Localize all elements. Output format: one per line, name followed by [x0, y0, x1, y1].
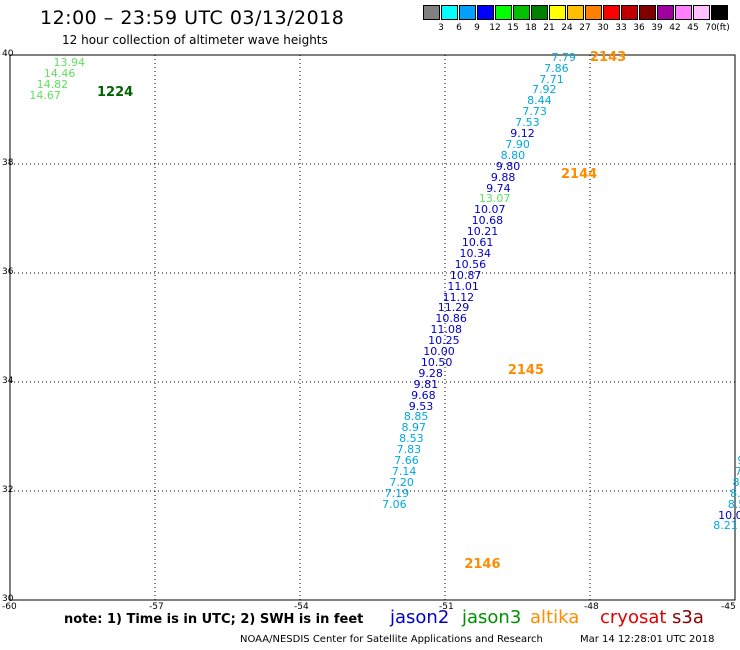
footer-credit: NOAA/NESDIS Center for Satellite Applica… — [240, 634, 543, 645]
lat-tick-label: 40 — [2, 49, 13, 59]
satellite-name-cryosat: cryosat — [600, 607, 666, 628]
lat-tick-label: 38 — [2, 158, 13, 168]
lat-tick-label: 30 — [2, 594, 13, 604]
lat-tick-label: 34 — [2, 376, 13, 386]
lon-tick-label: -54 — [294, 602, 309, 612]
note-text: note: 1) Time is in UTC; 2) SWH is in fe… — [64, 612, 363, 627]
lon-tick-label: -48 — [584, 602, 599, 612]
pass-time-label: 2143 — [590, 51, 626, 65]
wave-height-reading: 8.21 — [713, 520, 738, 532]
pass-time-label: 2146 — [464, 558, 500, 572]
footer-timestamp: Mar 14 12:28:01 UTC 2018 — [580, 634, 715, 645]
plot-border — [10, 55, 735, 600]
wave-height-reading: 7.06 — [382, 499, 407, 511]
wave-height-reading: 14.67 — [29, 90, 61, 102]
lat-tick-label: 36 — [2, 267, 13, 277]
lon-tick-label: -57 — [149, 602, 164, 612]
satellite-name-altika: altika — [530, 607, 579, 628]
satellite-name-s3a: s3a — [672, 607, 704, 628]
pass-time-label: 2145 — [508, 364, 544, 378]
satellite-name-jason2: jason2 — [390, 607, 449, 628]
lat-tick-label: 32 — [2, 485, 13, 495]
pass-time-label: 1224 — [97, 86, 133, 100]
pass-time-label: 2144 — [561, 168, 597, 182]
lon-tick-label: -45 — [721, 602, 736, 612]
satellite-name-jason3: jason3 — [462, 607, 521, 628]
